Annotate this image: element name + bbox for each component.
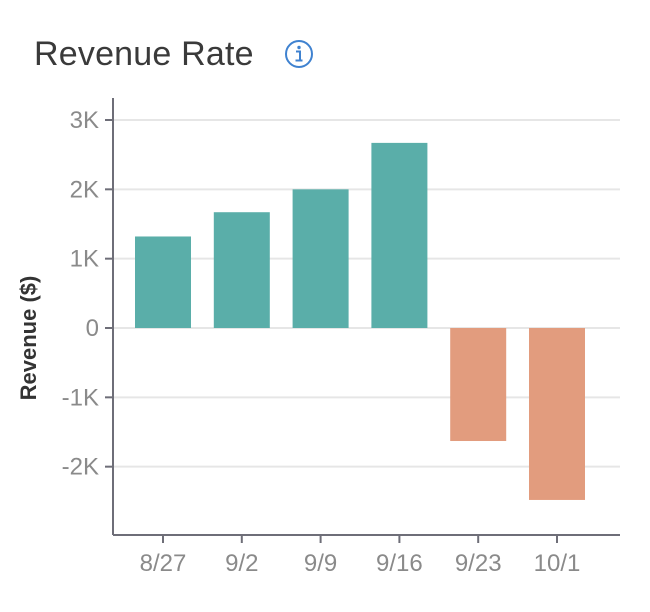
x-tick-label: 9/16 xyxy=(376,550,423,577)
y-tick-label: 2K xyxy=(70,176,99,203)
axes xyxy=(112,98,620,536)
y-axis-label: Revenue ($) xyxy=(16,276,41,401)
bar[interactable] xyxy=(371,142,428,328)
bar[interactable] xyxy=(529,328,585,500)
x-tick-label: 9/9 xyxy=(304,550,337,577)
y-tick-label: -2K xyxy=(62,454,99,481)
x-tick-label: 10/1 xyxy=(534,550,581,577)
x-tick-label: 9/2 xyxy=(225,550,258,577)
y-tick-labels: 3K 2K 1K 0 -1K -2K xyxy=(62,107,113,481)
y-tick-label: 0 xyxy=(86,315,99,342)
info-icon[interactable] xyxy=(284,39,314,69)
bar[interactable] xyxy=(213,212,270,328)
y-tick-label: 1K xyxy=(70,246,99,273)
bar[interactable] xyxy=(292,189,349,328)
bar[interactable] xyxy=(450,328,507,442)
chart-title: Revenue Rate xyxy=(34,34,254,73)
widget-header: Revenue Rate xyxy=(34,32,314,76)
x-tick-label: 8/27 xyxy=(140,550,187,577)
x-tick-labels: 8/27 9/2 9/9 9/16 9/23 10/1 xyxy=(140,535,581,577)
bar[interactable] xyxy=(135,236,191,328)
y-tick-label: -1K xyxy=(62,384,99,411)
bars xyxy=(135,142,585,500)
y-tick-label: 3K xyxy=(70,107,99,134)
x-tick-label: 9/23 xyxy=(455,550,502,577)
